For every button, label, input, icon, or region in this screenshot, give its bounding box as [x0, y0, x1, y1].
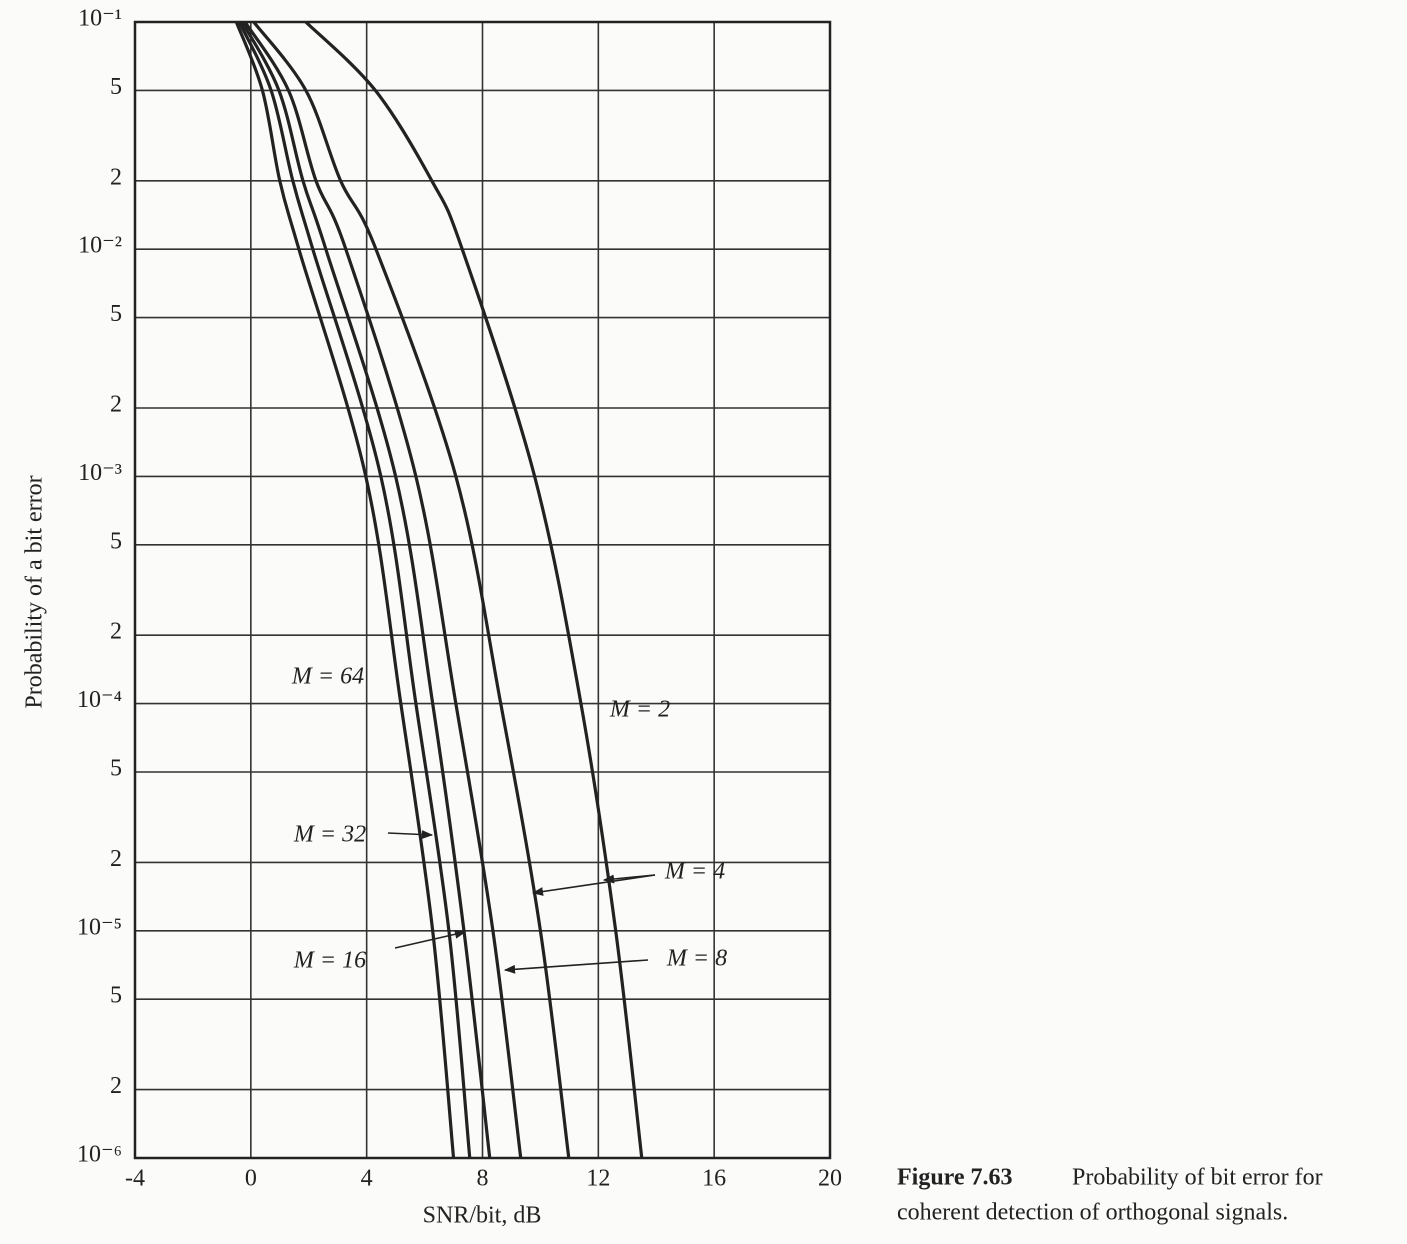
y-tick-label: 2 [110, 1073, 122, 1099]
y-tick-label: 10⁻¹ [78, 6, 122, 32]
x-tick-label: 0 [245, 1166, 257, 1192]
y-tick-label: 2 [110, 846, 122, 872]
y-axis-label: Probability of a bit error [22, 475, 48, 708]
y-tick-label: 10⁻² [78, 233, 122, 259]
y-tick-label: 5 [110, 528, 122, 554]
curve [304, 20, 644, 1159]
x-axis-label: SNR/bit, dB [423, 1203, 542, 1229]
x-tick-label: 4 [361, 1166, 373, 1192]
curve [252, 21, 571, 1159]
y-tick-label: 5 [110, 301, 122, 327]
curve-label: M = 4 [664, 859, 725, 885]
annotation-arrow [394, 929, 467, 949]
x-tick-label: -4 [125, 1166, 145, 1192]
curve-label: M = 16 [293, 948, 366, 974]
curve [234, 21, 456, 1159]
y-tick-label: 10⁻⁵ [77, 914, 122, 940]
annotation-arrow [602, 874, 656, 884]
caption-line: Probability of bit error for [1072, 1165, 1323, 1191]
y-tick-label: 2 [110, 164, 122, 190]
x-tick-label: 8 [477, 1166, 489, 1192]
curve [237, 21, 472, 1159]
caption-line: coherent detection of orthogonal signals… [897, 1200, 1288, 1226]
curve-label: M = 8 [666, 946, 727, 972]
curve-label: M = 64 [291, 664, 364, 690]
curve-label: M = 32 [293, 822, 366, 848]
y-tick-label: 10⁻³ [78, 460, 122, 486]
annotation-arrow [531, 874, 656, 896]
annotation-arrow [503, 959, 649, 974]
y-tick-label: 2 [110, 619, 122, 645]
y-tick-label: 5 [110, 755, 122, 781]
curve [243, 21, 523, 1159]
annotation-arrow [387, 830, 434, 840]
figure-label: Figure 7.63 [897, 1165, 1013, 1191]
x-tick-label: 12 [586, 1166, 610, 1192]
y-tick-label: 10⁻⁴ [77, 687, 122, 713]
y-tick-label: 5 [110, 983, 122, 1009]
x-tick-label: 20 [818, 1166, 842, 1192]
y-tick-label: 2 [110, 392, 122, 418]
y-tick-label: 5 [110, 74, 122, 100]
plot-frame [133, 20, 832, 1160]
curve-label: M = 2 [609, 697, 670, 723]
y-tick-label: 10⁻⁶ [77, 1142, 122, 1168]
x-tick-label: 16 [702, 1166, 726, 1192]
